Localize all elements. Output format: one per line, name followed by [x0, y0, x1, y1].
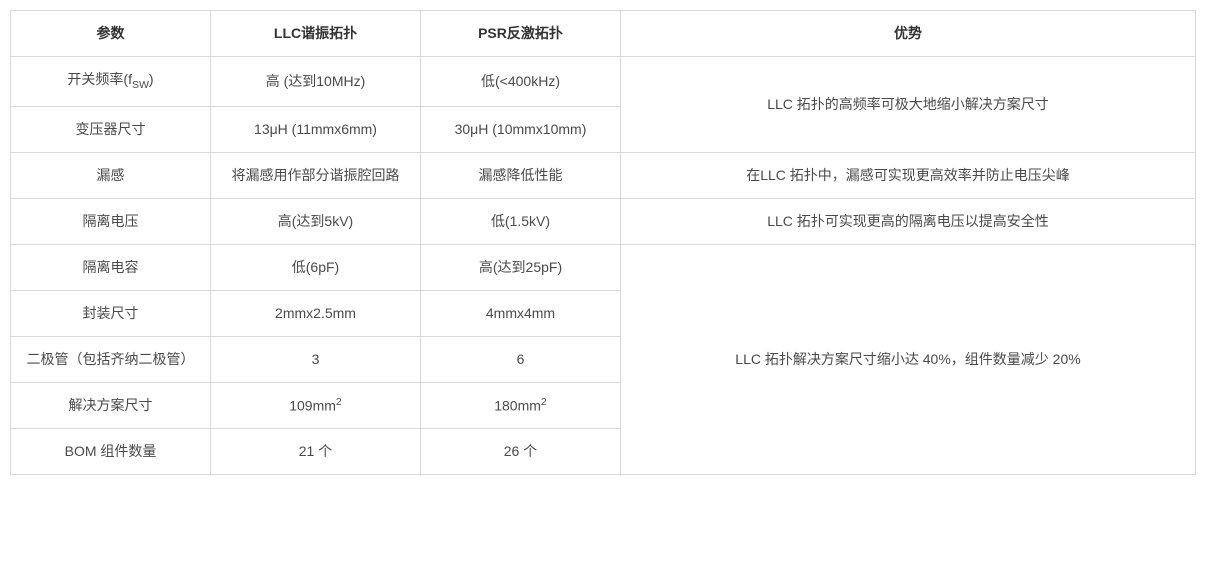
cell-psr: 30μH (10mmx10mm) [421, 106, 621, 152]
col-header-psr: PSR反激拓扑 [421, 11, 621, 57]
table-row: 隔离电容低(6pF)高(达到25pF)LLC 拓扑解决方案尺寸缩小达 40%，组… [11, 244, 1196, 290]
cell-psr: 180mm2 [421, 382, 621, 429]
cell-advantage: LLC 拓扑的高频率可极大地缩小解决方案尺寸 [621, 57, 1196, 153]
cell-param: BOM 组件数量 [11, 429, 211, 475]
col-header-adv: 优势 [621, 11, 1196, 57]
cell-psr: 高(达到25pF) [421, 244, 621, 290]
cell-psr: 漏感降低性能 [421, 152, 621, 198]
cell-llc: 高(达到5kV) [211, 198, 421, 244]
cell-param: 封装尺寸 [11, 290, 211, 336]
cell-param: 变压器尺寸 [11, 106, 211, 152]
cell-psr: 低(<400kHz) [421, 57, 621, 107]
cell-psr: 4mmx4mm [421, 290, 621, 336]
cell-llc: 13μH (11mmx6mm) [211, 106, 421, 152]
cell-param: 解决方案尺寸 [11, 382, 211, 429]
cell-psr: 6 [421, 336, 621, 382]
cell-param: 漏感 [11, 152, 211, 198]
cell-param: 开关频率(fSW) [11, 57, 211, 107]
cell-advantage: LLC 拓扑解决方案尺寸缩小达 40%，组件数量减少 20% [621, 244, 1196, 475]
cell-llc: 高 (达到10MHz) [211, 57, 421, 107]
cell-advantage: LLC 拓扑可实现更高的隔离电压以提高安全性 [621, 198, 1196, 244]
cell-llc: 109mm2 [211, 382, 421, 429]
table-row: 隔离电压高(达到5kV)低(1.5kV)LLC 拓扑可实现更高的隔离电压以提高安… [11, 198, 1196, 244]
cell-psr: 26 个 [421, 429, 621, 475]
cell-llc: 21 个 [211, 429, 421, 475]
cell-param: 隔离电压 [11, 198, 211, 244]
cell-llc: 2mmx2.5mm [211, 290, 421, 336]
col-header-llc: LLC谐振拓扑 [211, 11, 421, 57]
comparison-table: 参数 LLC谐振拓扑 PSR反激拓扑 优势 开关频率(fSW)高 (达到10MH… [10, 10, 1196, 475]
cell-advantage: 在LLC 拓扑中，漏感可实现更高效率并防止电压尖峰 [621, 152, 1196, 198]
cell-psr: 低(1.5kV) [421, 198, 621, 244]
cell-param: 隔离电容 [11, 244, 211, 290]
cell-llc: 将漏感用作部分谐振腔回路 [211, 152, 421, 198]
table-row: 漏感将漏感用作部分谐振腔回路漏感降低性能在LLC 拓扑中，漏感可实现更高效率并防… [11, 152, 1196, 198]
col-header-param: 参数 [11, 11, 211, 57]
table-row: 开关频率(fSW)高 (达到10MHz)低(<400kHz)LLC 拓扑的高频率… [11, 57, 1196, 107]
cell-param: 二极管（包括齐纳二极管） [11, 336, 211, 382]
cell-llc: 3 [211, 336, 421, 382]
cell-llc: 低(6pF) [211, 244, 421, 290]
table-header-row: 参数 LLC谐振拓扑 PSR反激拓扑 优势 [11, 11, 1196, 57]
